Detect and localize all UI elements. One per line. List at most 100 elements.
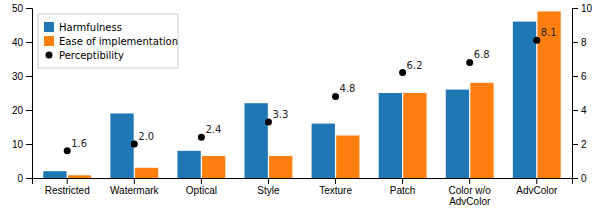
bar <box>245 103 268 178</box>
tick-mark <box>572 42 578 43</box>
tick-mark <box>26 178 32 179</box>
tick-label: 50 <box>12 3 24 14</box>
legend: Harmfulness Ease of implementation Percept… <box>38 14 178 68</box>
bar <box>269 156 292 178</box>
tick-mark <box>572 110 578 111</box>
tick-label: Restricted <box>45 185 90 196</box>
bar <box>513 22 536 178</box>
dot <box>466 59 473 66</box>
data-label: 2.4 <box>205 124 221 135</box>
data-label: 1.6 <box>71 138 87 149</box>
dot <box>64 147 71 154</box>
tick: Style <box>257 178 280 196</box>
tick-mark <box>572 76 578 77</box>
dot <box>131 141 138 148</box>
tick-label: 8 <box>581 37 587 48</box>
bar <box>312 124 335 178</box>
bar <box>202 156 225 178</box>
dot <box>533 37 540 44</box>
tick-label: 30 <box>12 71 24 82</box>
legend-entry: Perceptibility <box>46 50 125 61</box>
tick-label: Patch <box>390 185 416 196</box>
data-label: 4.8 <box>340 83 356 94</box>
tick: AdvColor <box>516 178 558 196</box>
bar <box>403 93 426 178</box>
tick: 30 <box>12 71 32 82</box>
tick-label: 2 <box>581 139 587 150</box>
bar <box>177 151 200 178</box>
tick: 2 <box>572 139 587 150</box>
dot <box>265 118 272 125</box>
tick-mark <box>402 178 403 184</box>
bar <box>135 168 158 178</box>
tick: 20 <box>12 105 32 116</box>
tick-mark <box>469 178 470 184</box>
y-axis: 0 10 20 30 40 50 <box>12 3 33 184</box>
tick: 4 <box>572 105 587 116</box>
tick-label: 0 <box>17 173 23 184</box>
bar <box>379 93 402 178</box>
legend-swatch <box>44 22 54 32</box>
tick-mark <box>67 178 68 184</box>
tick: Watermark <box>110 178 160 196</box>
tick-mark <box>201 178 202 184</box>
axis-line <box>33 179 573 185</box>
axis-line <box>573 9 579 179</box>
tick-label: 40 <box>12 37 24 48</box>
axis-line <box>26 9 33 179</box>
tick-label: Color w/oAdvColor <box>449 185 492 207</box>
legend-entry: Ease of implementation <box>44 36 178 47</box>
x-axis: Restricted Watermark Optical Style Texture Pa… <box>33 178 573 207</box>
plot: 1.62.02.43.34.86.26.88.1RestrictedWaterm… <box>12 3 593 207</box>
tick: 10 <box>12 139 32 150</box>
tick: 50 <box>12 3 32 14</box>
data-label: 8.1 <box>541 27 557 38</box>
bar <box>43 171 66 178</box>
legend-swatch <box>44 36 54 46</box>
bar <box>470 83 493 178</box>
tick-label: Watermark <box>110 185 160 196</box>
tick-label: 10 <box>12 139 24 150</box>
tick-label: 4 <box>581 105 587 116</box>
tick-label: Style <box>257 185 280 196</box>
tick-mark <box>134 178 135 184</box>
tick-label: Texture <box>319 185 352 196</box>
tick: Patch <box>390 178 416 196</box>
bar <box>110 113 133 178</box>
tick: Restricted <box>45 178 90 196</box>
legend-entry: Harmfulness <box>44 22 122 33</box>
tick-label: 6 <box>581 71 587 82</box>
bar <box>68 175 91 178</box>
tick: 10 <box>572 3 593 14</box>
dot <box>332 93 339 100</box>
tick-mark <box>26 144 32 145</box>
tick-mark <box>335 178 336 184</box>
y2-axis: 0 2 4 6 8 10 <box>572 3 593 184</box>
tick-label: 10 <box>581 3 593 14</box>
bar <box>446 90 469 178</box>
dot <box>399 69 406 76</box>
tick-mark <box>26 8 32 9</box>
tick-mark <box>26 110 32 111</box>
tick: Color w/oAdvColor <box>449 178 492 207</box>
bar <box>537 11 560 178</box>
tick-mark <box>268 178 269 184</box>
tick: 0 <box>17 173 32 184</box>
tick-label: 0 <box>581 173 587 184</box>
tick-label: AdvColor <box>516 185 558 196</box>
tick: 6 <box>572 71 587 82</box>
dot <box>198 134 205 141</box>
data-label: 3.3 <box>272 109 288 120</box>
data-label: 6.8 <box>474 49 490 60</box>
legend-label: Harmfulness <box>59 22 122 33</box>
data-label: 2.0 <box>138 131 154 142</box>
bar-series <box>43 22 536 178</box>
marks <box>43 11 560 178</box>
tick-mark <box>572 8 578 9</box>
tick-label: Optical <box>186 185 217 196</box>
legend-label: Ease of implementation <box>59 36 178 47</box>
tick: Texture <box>319 178 352 196</box>
tick-mark <box>536 178 537 184</box>
tick-label: 20 <box>12 105 24 116</box>
legend-label: Perceptibility <box>59 50 124 61</box>
